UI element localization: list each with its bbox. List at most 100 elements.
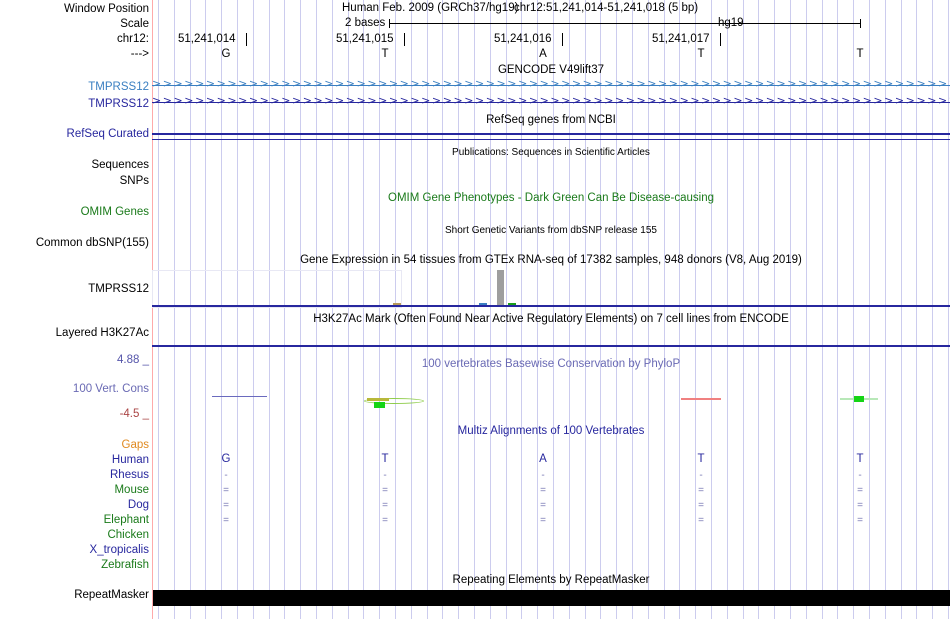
multiz-cell-mouse-1: = bbox=[382, 485, 388, 496]
scale-bar bbox=[389, 19, 861, 28]
multiz-cell-dog-1: = bbox=[382, 500, 388, 511]
ruler-tick-mark-2 bbox=[562, 33, 563, 46]
track-title-multiz: Multiz Alignments of 100 Vertebrates bbox=[457, 425, 645, 437]
label-snps[interactable]: SNPs bbox=[119, 175, 149, 187]
h3k27ac-baseline bbox=[152, 305, 950, 307]
phylop-mark-4-green bbox=[854, 396, 864, 402]
label-100-vert-cons[interactable]: 100 Vert. Cons bbox=[72, 383, 149, 395]
refseq-curated-feature[interactable] bbox=[152, 133, 950, 135]
ruler-tick-mark-1 bbox=[404, 33, 405, 46]
ruler-tick-label-3: 51,241,017 bbox=[652, 33, 710, 45]
label-repeatmasker[interactable]: RepeatMasker bbox=[74, 589, 149, 601]
label-window-position: Window Position bbox=[63, 3, 149, 15]
track-title-gtex: Gene Expression in 54 tissues from GTEx … bbox=[300, 254, 802, 266]
label-gtex-tmprss12[interactable]: TMPRSS12 bbox=[88, 283, 149, 295]
gencode-transcript-row[interactable]: >>>>>>>>>>>>>>>>>>>>>>>>>>>>>>>>>>>>>>>>… bbox=[152, 80, 950, 89]
label-species-elephant[interactable]: Elephant bbox=[103, 514, 149, 526]
multiz-cell-elephant-0: = bbox=[223, 515, 229, 526]
label-species-chicken[interactable]: Chicken bbox=[107, 529, 149, 541]
label-species-x-tropicalis[interactable]: X_tropicalis bbox=[89, 544, 149, 556]
label-cons-min: -4.5 _ bbox=[119, 408, 149, 420]
multiz-cell-rhesus-4: - bbox=[858, 470, 862, 481]
track-title-h3k27ac: H3K27Ac Mark (Often Found Near Active Re… bbox=[313, 313, 789, 325]
phylop-mark-2-outline bbox=[364, 398, 424, 404]
multiz-cell-rhesus-2: - bbox=[541, 470, 545, 481]
label-common-dbsnp[interactable]: Common dbSNP(155) bbox=[35, 237, 149, 249]
label-sequences[interactable]: Sequences bbox=[91, 159, 149, 171]
base-letter-3: T bbox=[697, 48, 705, 60]
h3k27ac-track-divider bbox=[152, 345, 950, 347]
track-title-publications: Publications: Sequences in Scientific Ar… bbox=[452, 147, 650, 158]
label-scale: Scale bbox=[120, 18, 149, 30]
multiz-cell-human-2: A bbox=[539, 453, 547, 465]
label-species-mouse[interactable]: Mouse bbox=[114, 484, 149, 496]
multiz-cell-human-1: T bbox=[381, 453, 389, 465]
base-letter-1: T bbox=[381, 48, 389, 60]
h3k27ac-tick-blue bbox=[479, 303, 487, 305]
gtex-expression-bar[interactable] bbox=[497, 270, 504, 305]
base-letter-2: A bbox=[539, 48, 547, 60]
multiz-cell-human-3: T bbox=[697, 453, 705, 465]
label-refseq-curated[interactable]: RefSeq Curated bbox=[66, 128, 149, 140]
track-title-repeatmasker: Repeating Elements by RepeatMasker bbox=[452, 574, 650, 586]
label-gencode-tmprss12[interactable]: TMPRSS12 bbox=[88, 81, 149, 93]
label-species-dog[interactable]: Dog bbox=[127, 499, 149, 511]
scale-label: 2 bases bbox=[345, 17, 386, 29]
multiz-cell-human-0: G bbox=[221, 453, 231, 465]
multiz-cell-rhesus-3: - bbox=[699, 470, 703, 481]
multiz-cell-elephant-3: = bbox=[698, 515, 704, 526]
phylop-mark-1 bbox=[212, 396, 267, 397]
label-cons-max: 4.88 _ bbox=[117, 354, 149, 366]
label-refseq-tmprss12[interactable]: TMPRSS12 bbox=[88, 98, 149, 110]
label-gaps[interactable]: Gaps bbox=[121, 439, 150, 451]
multiz-cell-mouse-2: = bbox=[540, 485, 546, 496]
phylop-mark-2-yellow bbox=[367, 398, 389, 401]
h3k27ac-tick-green bbox=[508, 303, 516, 305]
multiz-cell-mouse-0: = bbox=[223, 485, 229, 496]
ruler-tick-mark-0 bbox=[246, 33, 247, 46]
multiz-cell-dog-3: = bbox=[698, 500, 704, 511]
left-boundary-line bbox=[152, 0, 153, 619]
position-label: chr12:51,241,014-51,241,018 (5 bp) bbox=[514, 2, 699, 14]
track-image-area[interactable]: Human Feb. 2009 (GRCh37/hg19) chr12:51,2… bbox=[152, 0, 950, 619]
gtex-plot-box[interactable] bbox=[152, 270, 402, 308]
base-grid-lines bbox=[152, 0, 950, 619]
multiz-cell-dog-4: = bbox=[857, 500, 863, 511]
track-label-column: Window Position Scale chr12: ---> TMPRSS… bbox=[0, 0, 152, 619]
base-letter-4: T bbox=[856, 48, 864, 60]
label-species-rhesus[interactable]: Rhesus bbox=[110, 469, 149, 481]
label-species-zebrafish[interactable]: Zebrafish bbox=[101, 559, 149, 571]
label-layered-h3k27ac[interactable]: Layered H3K27Ac bbox=[55, 327, 149, 339]
ruler-tick-label-2: 51,241,016 bbox=[494, 33, 552, 45]
track-title-gencode: GENCODE V49lift37 bbox=[497, 64, 605, 76]
multiz-cell-dog-0: = bbox=[223, 500, 229, 511]
track-title-omim: OMIM Gene Phenotypes - Dark Green Can Be… bbox=[388, 192, 714, 204]
multiz-cell-elephant-2: = bbox=[540, 515, 546, 526]
track-title-refseq: RefSeq genes from NCBI bbox=[486, 114, 616, 126]
label-strand-arrow: ---> bbox=[130, 48, 149, 60]
label-species-human[interactable]: Human bbox=[111, 454, 149, 466]
base-letter-0: G bbox=[221, 48, 231, 60]
multiz-cell-rhesus-1: - bbox=[383, 470, 387, 481]
multiz-cell-rhesus-0: - bbox=[224, 470, 228, 481]
multiz-cell-elephant-4: = bbox=[857, 515, 863, 526]
refseq-track-divider bbox=[152, 139, 950, 140]
phylop-mark-3-red bbox=[681, 398, 721, 400]
assembly-label: Human Feb. 2009 (GRCh37/hg19) bbox=[342, 2, 519, 14]
label-omim-genes[interactable]: OMIM Genes bbox=[80, 206, 149, 218]
repeatmasker-feature-bar[interactable] bbox=[153, 590, 950, 606]
track-title-phylop: 100 vertebrates Basewise Conservation by… bbox=[421, 358, 681, 370]
phylop-mark-2-green bbox=[374, 402, 385, 408]
multiz-cell-mouse-4: = bbox=[857, 485, 863, 496]
db-label: hg19 bbox=[718, 17, 744, 29]
track-title-dbsnp: Short Genetic Variants from dbSNP releas… bbox=[445, 225, 657, 236]
label-chrom: chr12: bbox=[117, 33, 149, 45]
ruler-tick-label-0: 51,241,014 bbox=[178, 33, 236, 45]
h3k27ac-tick-tan bbox=[393, 303, 401, 305]
ruler-tick-mark-3 bbox=[720, 33, 721, 46]
multiz-cell-dog-2: = bbox=[540, 500, 546, 511]
multiz-cell-mouse-3: = bbox=[698, 485, 704, 496]
refseq-transcript-row[interactable]: >>>>>>>>>>>>>>>>>>>>>>>>>>>>>>>>>>>>>>>>… bbox=[152, 97, 950, 106]
multiz-cell-human-4: T bbox=[856, 453, 864, 465]
